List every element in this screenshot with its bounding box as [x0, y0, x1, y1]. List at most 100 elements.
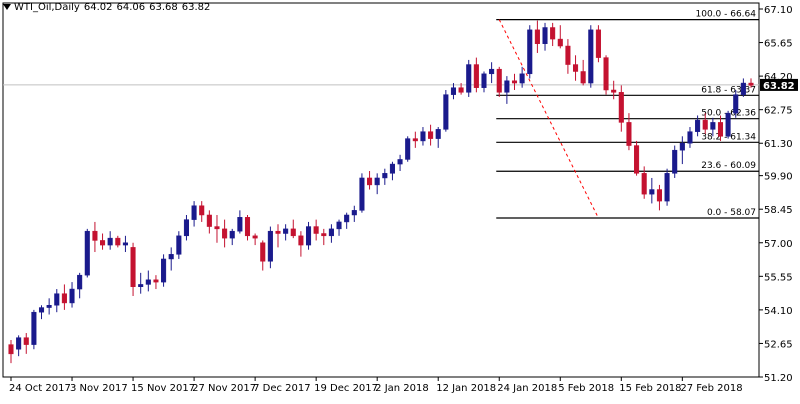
candle-body [733, 94, 739, 114]
candle-body [46, 305, 52, 308]
candle-body [115, 237, 121, 246]
current-price-marker [760, 78, 798, 91]
candle-body [656, 189, 662, 202]
candle-body [367, 177, 373, 186]
y-tick-label: 62.75 [764, 106, 793, 117]
candle-body [557, 38, 563, 47]
candle-body [260, 242, 266, 262]
candle-body [595, 29, 601, 58]
chart-menu-arrow-icon[interactable] [3, 4, 11, 10]
candle-body [351, 210, 357, 216]
candle-body [496, 68, 502, 93]
candle-body [679, 142, 685, 151]
close-value: 63.82 [181, 2, 211, 13]
chart-header: WTI_Oil,Daily 64.02 64.06 63.68 63.82 [3, 2, 214, 13]
candle-body [336, 221, 342, 230]
x-tick-label: 7 Dec 2017 [253, 383, 311, 394]
candle-body [382, 173, 388, 179]
y-tick-label: 51.20 [764, 373, 793, 384]
y-tick-label: 61.30 [764, 139, 793, 150]
x-tick-label: 15 Feb 2018 [619, 383, 681, 394]
candle-body [626, 122, 632, 146]
candle-body [183, 219, 190, 237]
candle-body [77, 274, 83, 290]
candle-body [466, 64, 472, 93]
fib-level-label: 23.6 - 60.09 [701, 161, 756, 171]
candle-body [122, 242, 128, 246]
candle-body [450, 87, 457, 95]
candle-body [344, 214, 350, 223]
fib-level-label: 100.0 - 66.64 [696, 10, 757, 20]
x-tick-label: 27 Feb 2018 [680, 383, 742, 394]
candle-body [214, 226, 220, 230]
candle-body [603, 57, 609, 91]
high-value: 64.06 [116, 2, 146, 13]
plot-frame [2, 2, 760, 378]
candle-body [725, 112, 731, 137]
candle-body [405, 138, 411, 160]
candle-body [153, 279, 159, 283]
candle-body [649, 189, 655, 195]
candle-body [588, 29, 594, 84]
candle-body [161, 258, 167, 283]
candle-body [8, 344, 14, 355]
candle-body [191, 205, 197, 220]
candle-body [252, 235, 258, 239]
x-tick-label: 24 Oct 2017 [9, 383, 71, 394]
candle-body [695, 119, 701, 132]
candle-body [23, 337, 29, 345]
candle-body [428, 131, 434, 139]
candle-body [542, 27, 548, 44]
candle-body [100, 240, 106, 246]
candle-body [374, 177, 380, 186]
x-tick-label: 19 Dec 2017 [314, 383, 378, 394]
fib-level-label: 0.0 - 58.07 [707, 208, 756, 218]
candle-body [229, 230, 235, 239]
y-tick-label: 58.45 [764, 205, 793, 216]
x-tick-label: 3 Nov 2017 [70, 383, 128, 394]
candle-body [92, 230, 98, 241]
candle-body [702, 119, 708, 130]
symbol-label: WTI_Oil,Daily [14, 2, 80, 13]
candle-body [397, 159, 403, 165]
y-tick-label: 59.90 [764, 172, 793, 183]
candle-body [313, 226, 319, 234]
candle-body [527, 29, 533, 75]
candle-body [176, 235, 182, 255]
candle-body [359, 177, 365, 211]
candle-body [168, 254, 174, 260]
y-tick-label: 52.65 [764, 339, 793, 350]
candle-body [206, 214, 212, 227]
candle-body [489, 68, 495, 75]
fib-level-label: 38.2 - 61.34 [701, 132, 756, 142]
candle-body [611, 89, 617, 93]
y-tick-label: 57.00 [764, 239, 793, 250]
candle-body [267, 230, 273, 262]
candle-body [534, 29, 540, 44]
candle-body [717, 122, 724, 137]
candle-body [748, 82, 754, 86]
candle-body [443, 94, 449, 130]
candle-body [130, 247, 136, 287]
candle-body [54, 293, 60, 306]
candle-body [687, 131, 693, 144]
candle-body [283, 228, 289, 234]
candle-body [222, 228, 228, 239]
candle-body [107, 237, 113, 246]
candle-body [580, 71, 586, 84]
x-tick-label: 15 Nov 2017 [131, 383, 195, 394]
candle-body [244, 217, 251, 237]
candle-body [412, 138, 418, 142]
candle-body [389, 163, 395, 174]
candle-body [321, 233, 327, 237]
candle-body [199, 205, 205, 216]
y-tick-label: 55.55 [764, 272, 793, 283]
candle-body [38, 307, 45, 313]
open-value: 64.02 [83, 2, 113, 13]
fib-trend-line[interactable] [498, 19, 599, 219]
candle-body [572, 64, 579, 72]
candle-body [275, 230, 281, 234]
low-value: 63.68 [149, 2, 178, 13]
y-tick-label: 65.65 [764, 39, 793, 50]
